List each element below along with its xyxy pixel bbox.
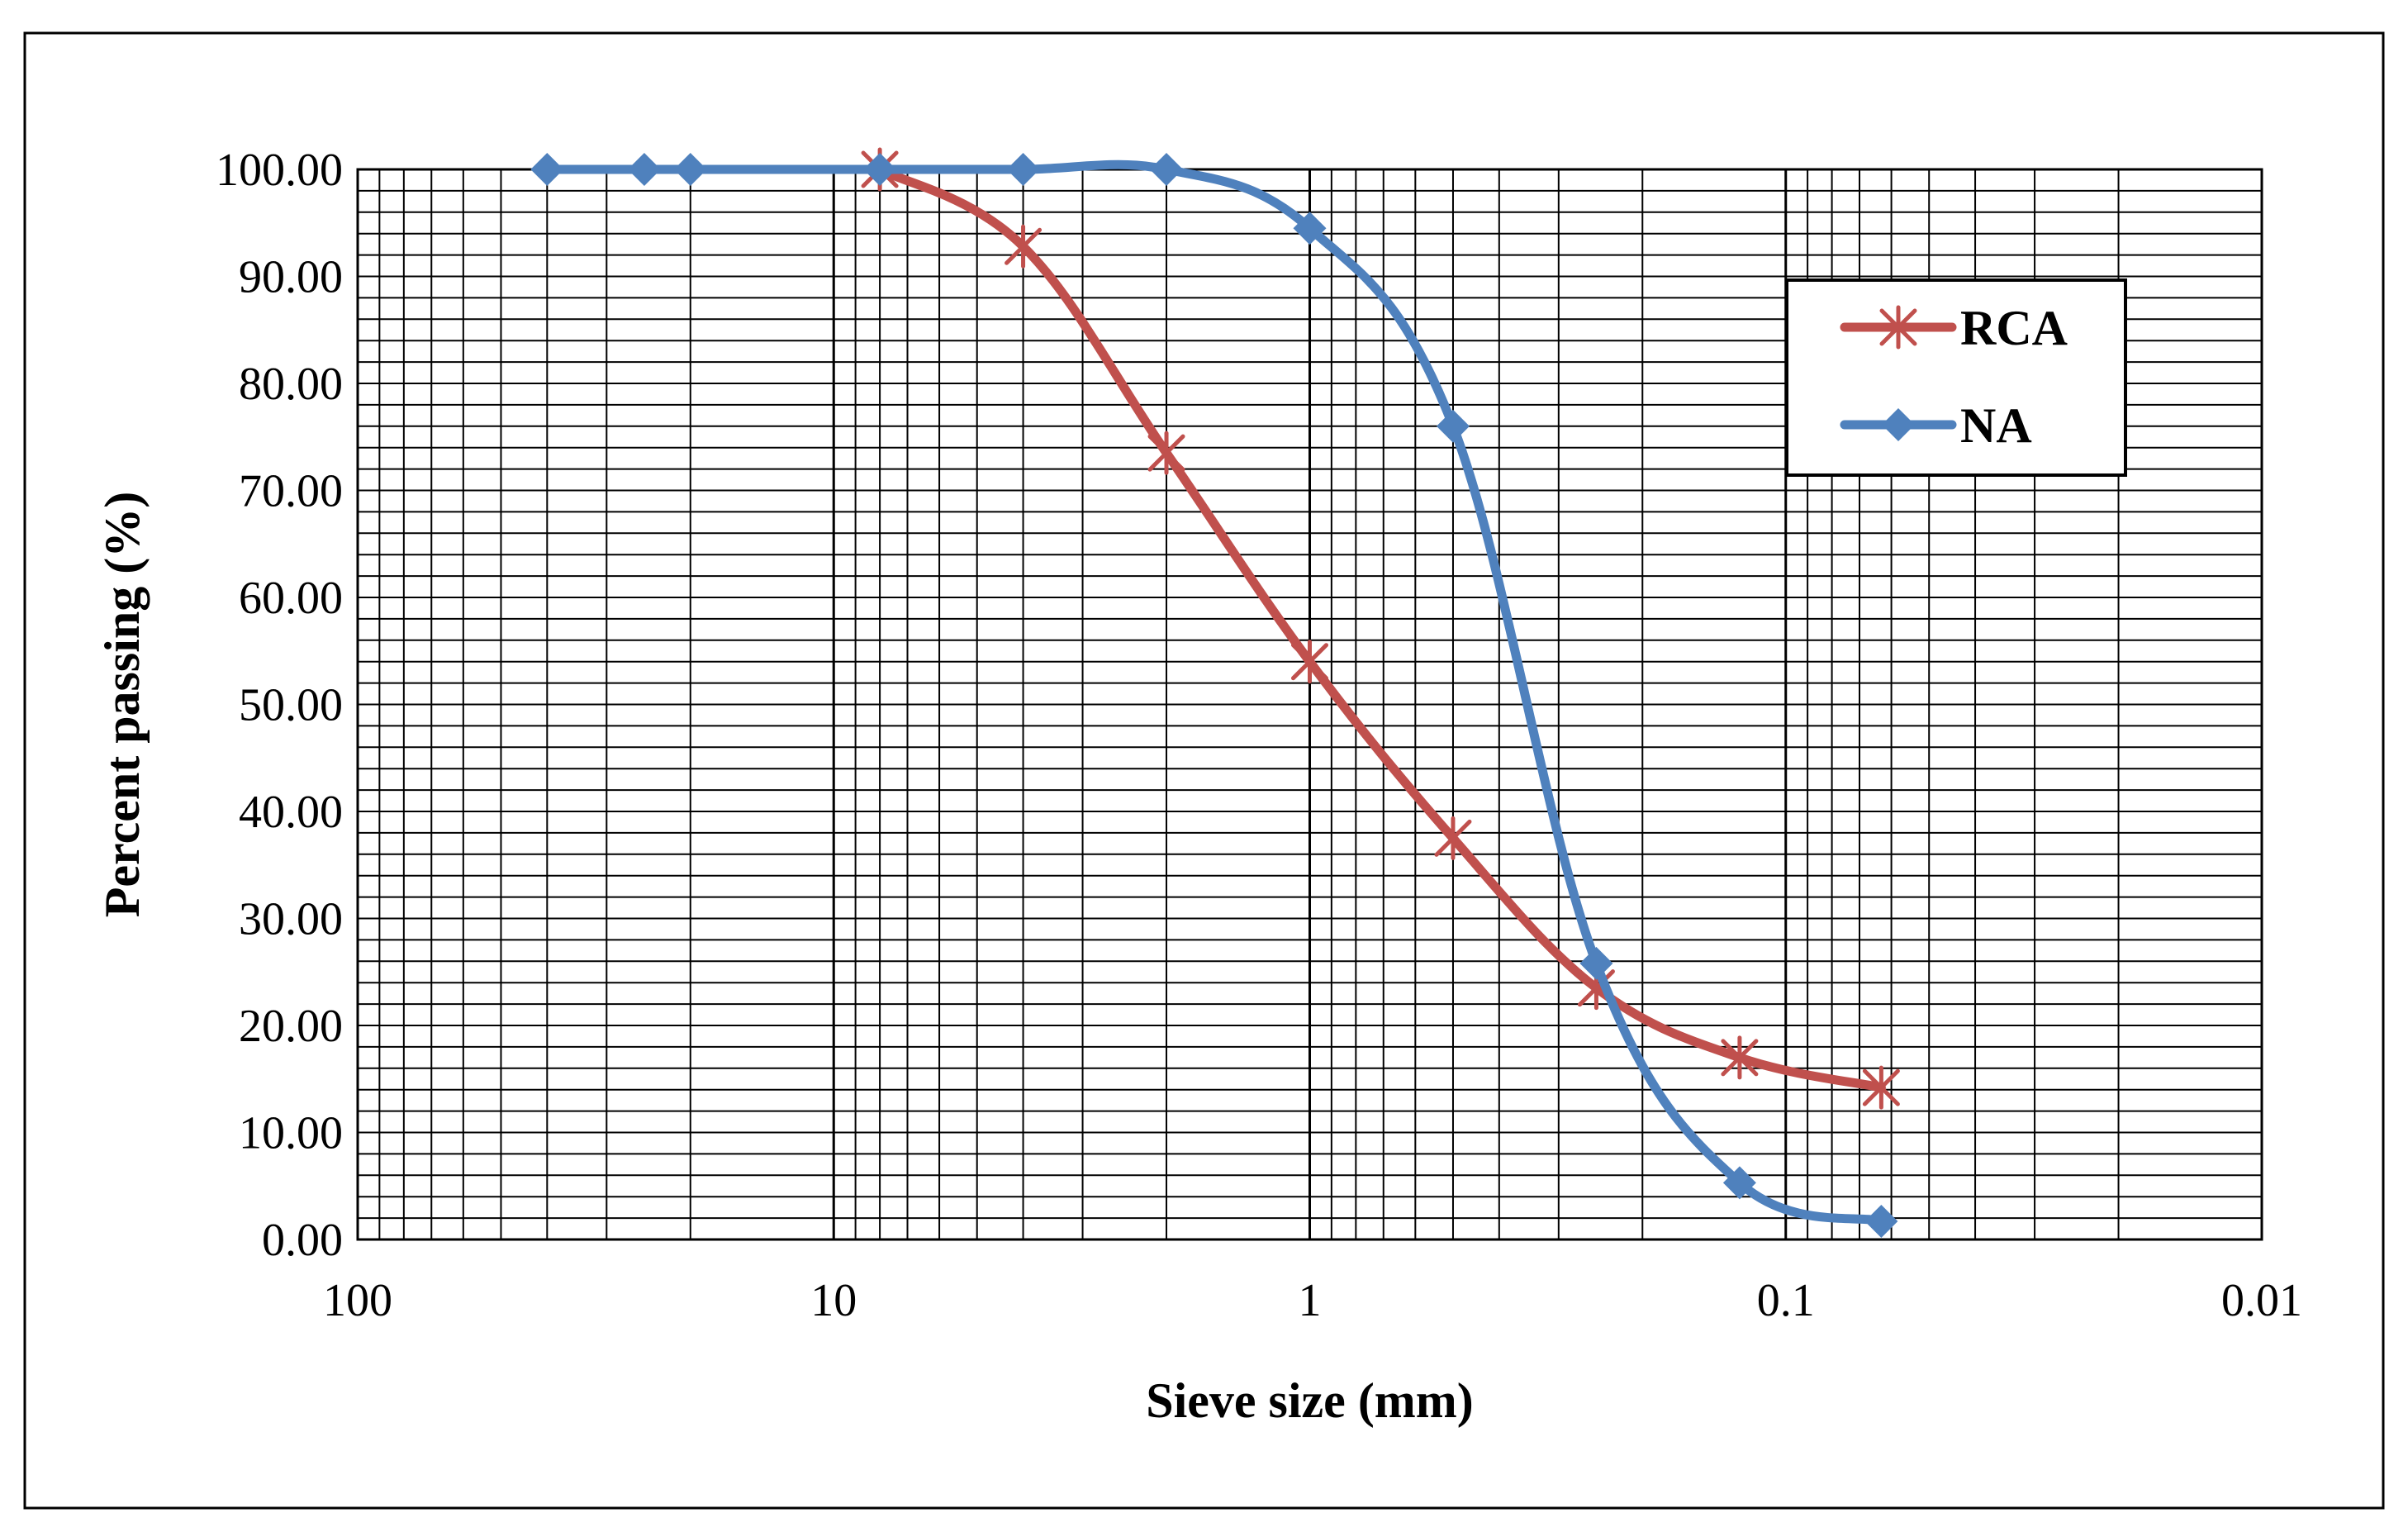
y-tick-label: 40.00: [239, 787, 343, 838]
series-layer: [530, 147, 1900, 1238]
y-tick-label: 70.00: [239, 466, 343, 517]
data-point-rca: [1291, 640, 1328, 684]
x-tick-label: 10: [810, 1275, 857, 1326]
y-tick-label: 100.00: [216, 145, 343, 196]
series-na: [530, 153, 1898, 1238]
x-tick-label: 0.1: [1757, 1275, 1815, 1326]
data-point-rca: [1434, 816, 1472, 860]
legend-marker: [1882, 408, 1915, 441]
x-tick-labels: 100 10 1 0.1 0.01: [323, 1275, 2302, 1326]
data-point-na: [1150, 153, 1184, 186]
x-axis-title: Sieve size (mm): [1146, 1373, 1474, 1428]
data-point-na: [863, 153, 897, 186]
y-tick-labels: 0.00 10.00 20.00 30.00 40.00 50.00 60.00 70.00 8…: [216, 145, 343, 1266]
data-point-rca: [1005, 224, 1043, 269]
data-point-rca: [1862, 1065, 1900, 1110]
data-point-na: [1864, 1204, 1898, 1238]
legend-box: [1785, 278, 2127, 477]
legend-label: RCA: [1960, 301, 2068, 355]
data-point-na: [1006, 153, 1040, 186]
data-point-na: [1722, 1166, 1756, 1200]
x-tick-label: 0.01: [2221, 1275, 2302, 1326]
y-tick-label: 90.00: [239, 252, 343, 303]
data-point-na: [1579, 946, 1613, 980]
data-point-rca: [1147, 431, 1185, 475]
data-point-na: [1436, 409, 1470, 443]
x-tick-label: 100: [323, 1275, 392, 1326]
y-tick-label: 80.00: [239, 359, 343, 410]
y-tick-label: 0.00: [262, 1215, 343, 1266]
data-point-na: [530, 153, 564, 186]
legend-items: RCA NA: [1840, 301, 2068, 453]
y-tick-label: 60.00: [239, 573, 343, 624]
data-point-na: [627, 153, 661, 186]
y-tick-label: 20.00: [239, 1001, 343, 1052]
y-tick-label: 30.00: [239, 894, 343, 945]
x-tick-label: 1: [1299, 1275, 1322, 1326]
data-point-na: [673, 153, 707, 186]
series-line-rca: [875, 164, 1886, 1092]
legend-label: NA: [1960, 398, 2032, 453]
series-line-na: [542, 159, 1886, 1226]
y-tick-label: 10.00: [239, 1108, 343, 1159]
legend: RCA NA: [1785, 278, 2127, 477]
y-tick-label: 50.00: [239, 680, 343, 731]
data-point-na: [1293, 212, 1327, 245]
legend-item-na: NA: [1840, 398, 2032, 453]
y-axis-title: Percent passing (%): [95, 492, 150, 918]
data-point-rca: [1721, 1035, 1759, 1080]
plot-area-frame: [356, 168, 2263, 1241]
legend-marker: [1879, 305, 1917, 350]
legend-item-rca: RCA: [1840, 301, 2068, 355]
